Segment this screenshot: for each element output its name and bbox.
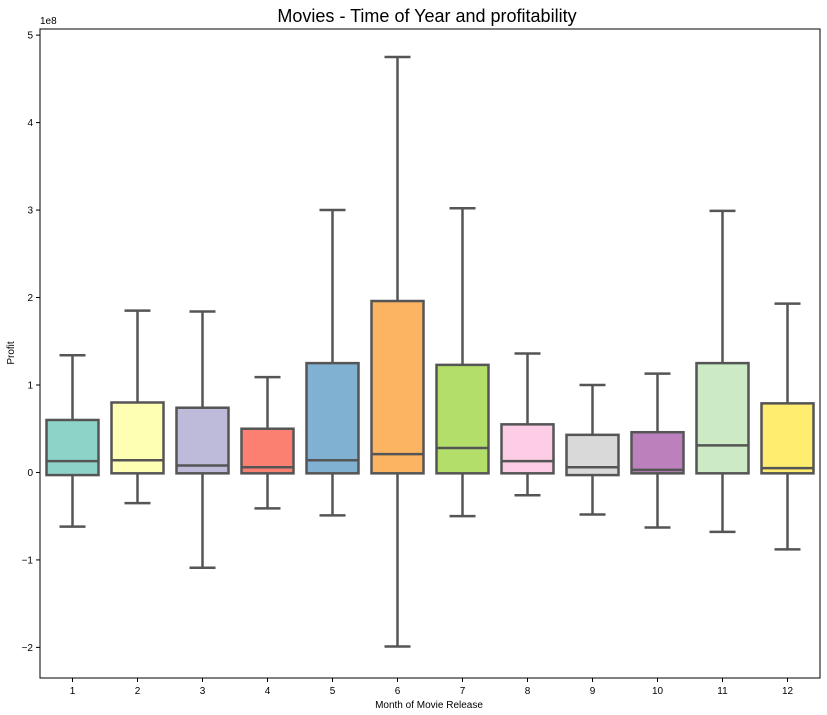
iqr-box: [240, 427, 295, 475]
iqr-box: [695, 361, 750, 475]
box-month-5: [305, 208, 360, 517]
chart-title: Movies - Time of Year and profitability: [277, 6, 576, 26]
iqr-box: [565, 433, 620, 477]
y-tick-label: 0: [27, 468, 33, 479]
x-tick-label: 11: [717, 686, 728, 697]
iqr-box: [760, 402, 815, 475]
plot-frame: [39, 28, 821, 679]
x-tick-label: 9: [590, 686, 596, 697]
box-month-3: [175, 310, 230, 570]
x-tick-label: 4: [265, 686, 271, 697]
iqr-box: [175, 406, 230, 475]
box-month-7: [435, 207, 490, 518]
box-month-4: [240, 375, 295, 510]
iqr-box: [630, 430, 685, 475]
x-tick-label: 2: [135, 686, 141, 697]
y-tick-label: −2: [22, 643, 34, 654]
iqr-box: [45, 418, 100, 477]
x-tick-label: 10: [652, 686, 664, 697]
box-month-1: [45, 353, 100, 528]
box-month-9: [565, 383, 620, 516]
x-tick-label: 7: [460, 686, 466, 697]
box-month-2: [110, 309, 165, 505]
x-tick-label: 5: [330, 686, 336, 697]
box-month-11: [695, 209, 750, 534]
iqr-box: [305, 361, 360, 475]
y-tick-label: 1: [27, 380, 33, 391]
iqr-box: [370, 299, 425, 475]
y-tick-label: 5: [27, 31, 33, 42]
box-month-8: [500, 352, 555, 497]
x-tick-label: 1: [70, 686, 76, 697]
y-tick-label: 2: [27, 293, 33, 304]
x-tick-label: 3: [200, 686, 206, 697]
box-month-6: [370, 55, 425, 648]
x-axis-label: Month of Movie Release: [375, 700, 483, 711]
y-tick-label: 4: [27, 118, 33, 129]
y-tick-label: 3: [27, 206, 33, 217]
x-tick-label: 12: [782, 686, 794, 697]
box-month-12: [760, 302, 815, 551]
x-tick-label: 6: [395, 686, 401, 697]
y-scale-label: 1e8: [40, 16, 57, 27]
iqr-box: [435, 363, 490, 475]
y-axis-label: Profit: [6, 341, 17, 365]
x-tick-label: 8: [525, 686, 531, 697]
iqr-box: [500, 423, 555, 475]
y-tick-label: −1: [22, 555, 34, 566]
box-month-10: [630, 372, 685, 529]
iqr-box: [110, 401, 165, 475]
